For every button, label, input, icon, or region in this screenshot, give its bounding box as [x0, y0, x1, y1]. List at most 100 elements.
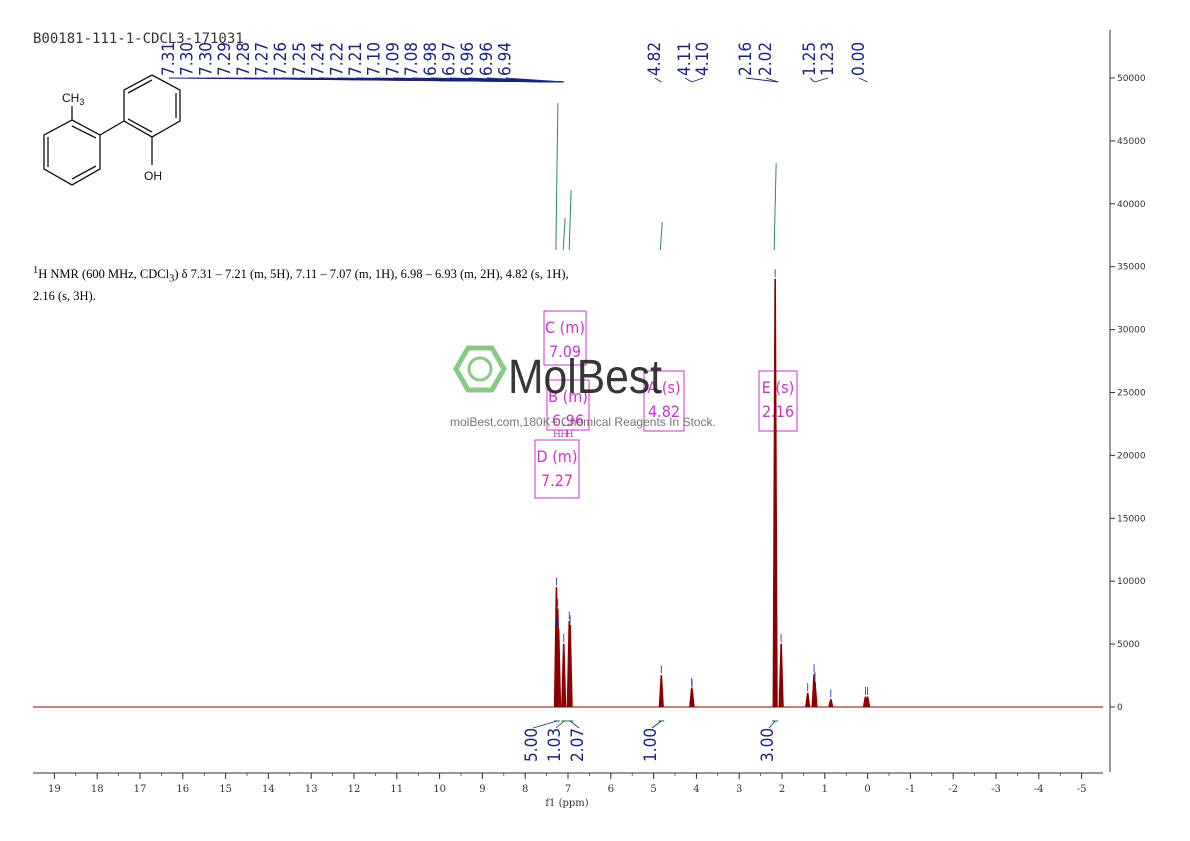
peak-label: 7.26 [271, 42, 291, 76]
spectrum-layer [33, 269, 1103, 708]
y-tick-label: 50000 [1117, 74, 1146, 84]
integral-curve [555, 102, 559, 251]
x-tick-label: 16 [176, 784, 189, 795]
x-tick-label: 8 [522, 784, 528, 795]
multiplet-letter: A (s) [647, 378, 680, 397]
peak-label: 7.21 [346, 42, 366, 76]
integral-curve [659, 221, 663, 251]
peak-label: 6.96 [458, 42, 478, 76]
x-axis-label: f1 (ppm) [545, 798, 588, 809]
x-tick-label: 7 [565, 784, 571, 795]
spectrum-peak [567, 624, 573, 708]
x-tick-label: 11 [390, 784, 403, 795]
peak-label-connector [691, 77, 704, 83]
x-tick-label: 0 [864, 784, 870, 795]
y-tick-label: 30000 [1117, 326, 1146, 336]
integral-connector [569, 720, 580, 729]
nmr-description: 1H NMR (600 MHz, CDCl3) δ 7.31 – 7.21 (m… [33, 265, 569, 303]
peak-label-connector [654, 77, 662, 83]
y-tick-label: 20000 [1117, 451, 1146, 461]
x-tick-label: 17 [134, 784, 147, 795]
y-tick-label: 40000 [1117, 200, 1146, 210]
peak-label: 7.29 [215, 42, 235, 76]
integral-value: 1.03 [545, 728, 565, 762]
peak-label-connector [814, 77, 829, 83]
spectrum-peak [555, 628, 562, 708]
peak-label-connector [684, 77, 693, 83]
integral-value: 1.00 [641, 728, 661, 762]
peak-label: 7.10 [365, 42, 385, 76]
multiplet-value: 6.96 [552, 411, 584, 430]
y-axis: 0 5000 10000 15000 20000 25000 30000 35000 40000… [1109, 30, 1146, 772]
peak-label: 6.96 [477, 42, 497, 76]
peak-label: 6.97 [440, 42, 460, 76]
peak-label: 7.31 [159, 42, 179, 76]
watermark: MolBest molBest.com,180K+ Chemical Reage… [450, 345, 716, 429]
peak-label: 7.28 [234, 42, 254, 76]
integral-connector [768, 720, 776, 729]
spectrum-peak [828, 699, 834, 708]
y-tick-label: 25000 [1117, 389, 1146, 399]
spectrum-peak [561, 643, 567, 708]
multiplet-value: 2.16 [762, 402, 794, 421]
x-tick-label: 12 [348, 784, 361, 795]
x-tick-label: 15 [219, 784, 232, 795]
integral-curve [568, 189, 572, 251]
tolyl-ring [43, 119, 101, 186]
peak-label: 7.09 [383, 42, 403, 76]
peak-label: 6.94 [496, 42, 516, 76]
y-tick-label: 15000 [1117, 514, 1146, 524]
multiplet-tick: H [560, 430, 568, 440]
peak-label-connector [809, 77, 815, 83]
x-tick-label: 4 [693, 784, 699, 795]
multiplet-tick: H [566, 430, 574, 440]
peak-label: 7.24 [309, 42, 329, 76]
spectrum-peak [812, 681, 818, 708]
peak-label-connector [765, 77, 779, 83]
x-tick-label: -2 [948, 784, 958, 795]
integral-value: 5.00 [522, 728, 542, 762]
integral-connector [651, 720, 662, 729]
y-tick-label: 0 [1117, 703, 1123, 713]
nmr-description-line1: H NMR (600 MHz, CDCl [38, 267, 170, 282]
integral-layer: 5.00 1.03 2.07 1.00 3.00 [522, 720, 779, 762]
peak-label: 7.22 [327, 42, 347, 76]
peak-label: 1.23 [818, 42, 838, 76]
integral-curve [773, 162, 777, 251]
peak-label: 4.10 [693, 42, 713, 76]
peak-label: 7.30 [196, 42, 216, 76]
integral-curve [562, 217, 566, 251]
watermark-brand: MolBest [508, 351, 662, 404]
integral-value: 2.07 [568, 728, 588, 762]
peak-label: 7.08 [402, 42, 422, 76]
x-tick-label: 5 [650, 784, 656, 795]
nmr-description-line2: 2.16 (s, 3H). [33, 288, 96, 303]
y-tick-label: 45000 [1117, 137, 1146, 147]
x-tick-label: -1 [906, 784, 916, 795]
integral-curve-layer [555, 102, 777, 251]
integral-connector [555, 720, 565, 729]
peak-label: 2.16 [736, 42, 756, 76]
multiplet-tick: H [553, 430, 561, 440]
watermark-logo-icon [453, 345, 507, 393]
x-tick-label: 13 [305, 784, 318, 795]
spectrum-peak [865, 696, 871, 708]
x-tick-label: -4 [1034, 784, 1044, 795]
multiplet-letter: E (s) [762, 378, 794, 397]
peak-label: 7.27 [253, 42, 273, 76]
x-tick-label: 6 [608, 784, 614, 795]
peak-label-connector [505, 77, 564, 83]
multiplet-box [534, 439, 580, 499]
x-tick-label: 18 [91, 784, 104, 795]
peak-label: 7.30 [178, 42, 198, 76]
multiplet-box [546, 379, 590, 431]
peak-label: 6.98 [421, 42, 441, 76]
peak-label: 7.25 [290, 42, 310, 76]
integral-connector [532, 720, 557, 729]
spectrum-peak [778, 643, 784, 708]
multiplet-letter: D (m) [537, 447, 578, 466]
multiplet-layer: C (m) 7.09 B (m) 6.96 A (s) 4.82 E (s) 2.16 D (m… [534, 310, 798, 499]
x-tick-label: -5 [1077, 784, 1087, 795]
x-tick-label: 9 [479, 784, 485, 795]
